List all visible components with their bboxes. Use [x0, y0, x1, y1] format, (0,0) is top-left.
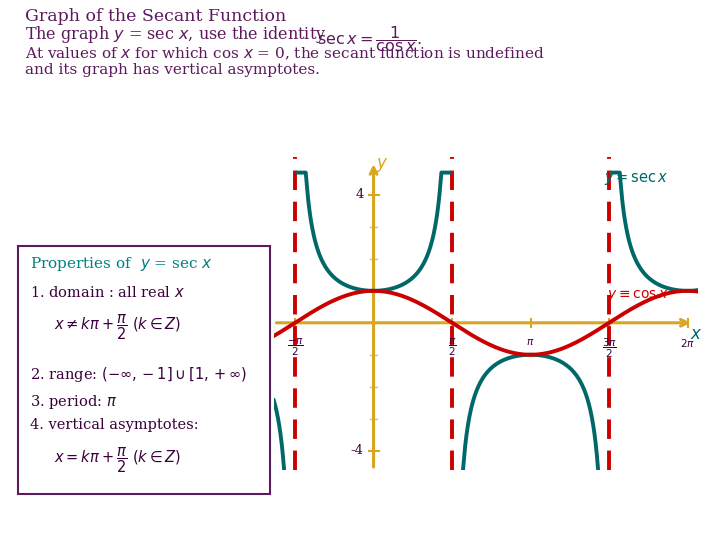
Text: -4: -4 — [351, 444, 364, 457]
Text: The graph $y$ = sec $x$, use the identity: The graph $y$ = sec $x$, use the identit… — [25, 24, 327, 45]
Text: 4. vertical asymptotes:: 4. vertical asymptotes: — [30, 418, 199, 433]
Text: $\dfrac{\pi}{2}$: $\dfrac{\pi}{2}$ — [448, 337, 456, 359]
Text: $x \neq k\pi + \dfrac{\pi}{2}\ (k \in Z)$: $x \neq k\pi + \dfrac{\pi}{2}\ (k \in Z)… — [54, 312, 181, 342]
Text: 3. period: $\pi$: 3. period: $\pi$ — [30, 393, 117, 411]
Text: 1. domain : all real $x$: 1. domain : all real $x$ — [30, 285, 185, 300]
Text: $x = k\pi + \dfrac{\pi}{2}\ (k \in Z)$: $x = k\pi + \dfrac{\pi}{2}\ (k \in Z)$ — [54, 446, 181, 475]
Text: $y$: $y$ — [377, 156, 389, 173]
Text: $\sec x = \dfrac{1}{\cos x}$$.$: $\sec x = \dfrac{1}{\cos x}$$.$ — [317, 24, 422, 55]
Text: Properties of  $y$ = sec $x$: Properties of $y$ = sec $x$ — [30, 255, 213, 273]
Text: $y \equiv \cos x$: $y \equiv \cos x$ — [607, 288, 668, 303]
Text: $\dfrac{-\pi}{2}$: $\dfrac{-\pi}{2}$ — [287, 337, 304, 359]
Text: 2. range: $(-\infty,-1]\cup[1,+\infty)$: 2. range: $(-\infty,-1]\cup[1,+\infty)$ — [30, 364, 248, 383]
Text: $\dfrac{3\pi}{2}$: $\dfrac{3\pi}{2}$ — [602, 337, 616, 360]
Text: $2\pi$: $2\pi$ — [680, 337, 695, 349]
Text: $x$: $x$ — [690, 327, 702, 343]
Text: $y = \sec x$: $y = \sec x$ — [603, 171, 668, 187]
Text: Graph of the Secant Function: Graph of the Secant Function — [25, 8, 287, 25]
Text: and its graph has vertical asymptotes.: and its graph has vertical asymptotes. — [25, 63, 320, 77]
Text: 4: 4 — [355, 188, 364, 201]
Text: At values of $x$ for which cos $x$ = 0, the secant function is undefined: At values of $x$ for which cos $x$ = 0, … — [25, 45, 544, 62]
Text: $\pi$: $\pi$ — [526, 337, 535, 347]
